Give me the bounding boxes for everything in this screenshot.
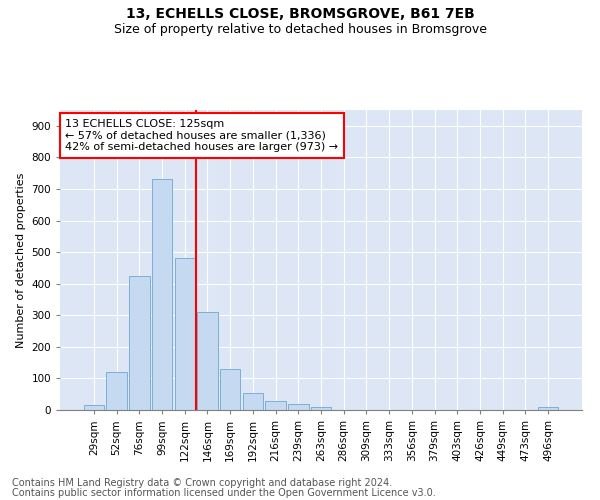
Bar [220,369,241,410]
Bar [129,276,149,410]
Bar [242,392,263,410]
Text: Contains HM Land Registry data © Crown copyright and database right 2024.: Contains HM Land Registry data © Crown c… [12,478,392,488]
Bar [84,406,104,410]
Bar [311,407,331,410]
Bar [197,312,218,410]
Bar [175,258,195,410]
Text: Size of property relative to detached houses in Bromsgrove: Size of property relative to detached ho… [113,22,487,36]
Bar [106,372,127,410]
Bar [265,400,286,410]
Text: Contains public sector information licensed under the Open Government Licence v3: Contains public sector information licen… [12,488,436,498]
Y-axis label: Number of detached properties: Number of detached properties [16,172,26,348]
Bar [538,407,558,410]
Bar [152,180,172,410]
Text: 13, ECHELLS CLOSE, BROMSGROVE, B61 7EB: 13, ECHELLS CLOSE, BROMSGROVE, B61 7EB [125,8,475,22]
Text: 13 ECHELLS CLOSE: 125sqm
← 57% of detached houses are smaller (1,336)
42% of sem: 13 ECHELLS CLOSE: 125sqm ← 57% of detach… [65,119,338,152]
Bar [288,404,308,410]
